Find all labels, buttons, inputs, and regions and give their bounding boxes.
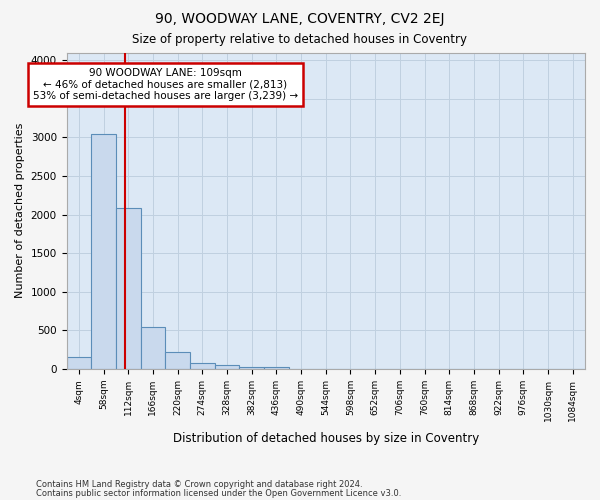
- Bar: [215, 365, 239, 369]
- Bar: [140, 328, 165, 369]
- X-axis label: Distribution of detached houses by size in Coventry: Distribution of detached houses by size …: [173, 432, 479, 445]
- Bar: [165, 352, 190, 369]
- Text: Contains HM Land Registry data © Crown copyright and database right 2024.: Contains HM Land Registry data © Crown c…: [36, 480, 362, 489]
- Y-axis label: Number of detached properties: Number of detached properties: [15, 123, 25, 298]
- Text: 90 WOODWAY LANE: 109sqm
← 46% of detached houses are smaller (2,813)
53% of semi: 90 WOODWAY LANE: 109sqm ← 46% of detache…: [33, 68, 298, 101]
- Text: 90, WOODWAY LANE, COVENTRY, CV2 2EJ: 90, WOODWAY LANE, COVENTRY, CV2 2EJ: [155, 12, 445, 26]
- Text: Contains public sector information licensed under the Open Government Licence v3: Contains public sector information licen…: [36, 488, 401, 498]
- Text: Size of property relative to detached houses in Coventry: Size of property relative to detached ho…: [133, 32, 467, 46]
- Bar: [116, 208, 140, 369]
- Bar: [190, 363, 215, 369]
- Bar: [67, 358, 91, 369]
- Bar: [264, 366, 289, 369]
- Bar: [239, 366, 264, 369]
- Bar: [91, 134, 116, 369]
